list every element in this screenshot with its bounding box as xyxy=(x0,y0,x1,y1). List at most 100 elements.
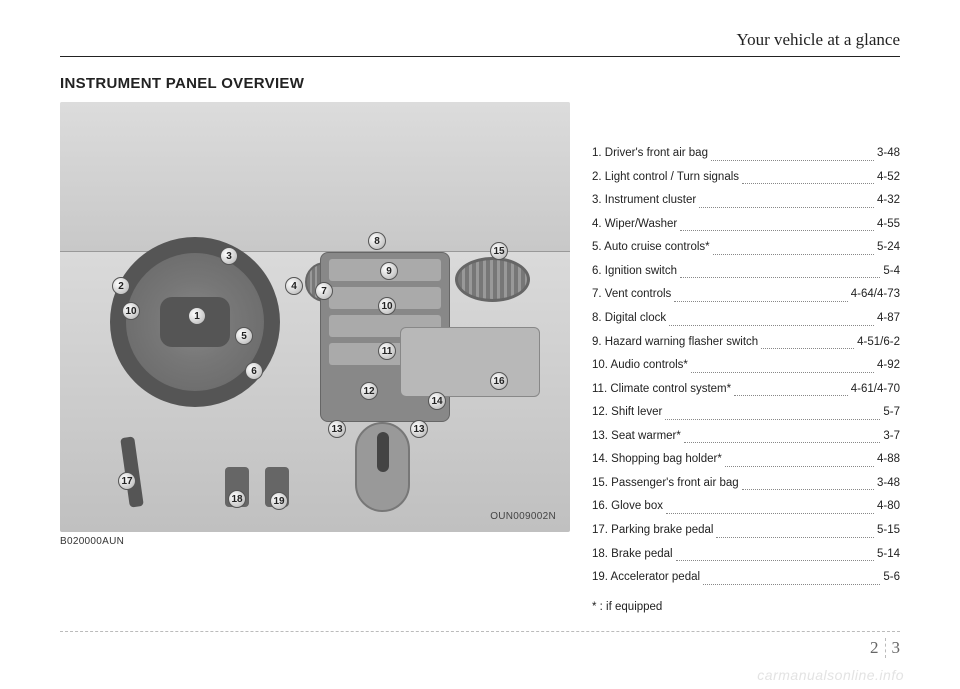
list-item: 9. Hazard warning flasher switch4-51/6-2 xyxy=(592,331,900,355)
item-label: 16. Glove box xyxy=(592,495,663,519)
leader-dots xyxy=(742,166,874,185)
item-page: 3-7 xyxy=(883,425,900,449)
callout-bubble: 4 xyxy=(285,277,303,295)
callout-bubble: 19 xyxy=(270,492,288,510)
list-item: 7. Vent controls 4-64/4-73 xyxy=(592,283,900,307)
leader-dots xyxy=(703,566,880,585)
list-item: 13. Seat warmer* 3-7 xyxy=(592,425,900,449)
callout-bubble: 17 xyxy=(118,472,136,490)
item-label: 9. Hazard warning flasher switch xyxy=(592,331,758,355)
leader-dots xyxy=(711,142,874,161)
item-label: 17. Parking brake pedal xyxy=(592,519,713,543)
list-item: 18. Brake pedal5-14 xyxy=(592,543,900,567)
figure-code-below: B020000AUN xyxy=(60,536,570,547)
item-page: 5-14 xyxy=(877,543,900,567)
dash-top-shape xyxy=(60,102,570,252)
list-item: 10. Audio controls* 4-92 xyxy=(592,354,900,378)
leader-dots xyxy=(734,378,848,397)
glovebox-shape xyxy=(400,327,540,397)
leader-dots xyxy=(665,401,880,420)
callout-bubble: 10 xyxy=(378,297,396,315)
leader-dots xyxy=(669,307,874,326)
item-page: 5-4 xyxy=(883,260,900,284)
leader-dots xyxy=(725,448,874,467)
item-page: 4-61/4-70 xyxy=(851,378,900,402)
callout-bubble: 13 xyxy=(328,420,346,438)
item-label: 6. Ignition switch xyxy=(592,260,677,284)
watermark: carmanualsonline.info xyxy=(757,667,904,683)
item-label: 5. Auto cruise controls* xyxy=(592,236,710,260)
item-page: 4-88 xyxy=(877,448,900,472)
leader-dots xyxy=(684,425,881,444)
list-item: 2. Light control / Turn signals4-52 xyxy=(592,166,900,190)
item-label: 1. Driver's front air bag xyxy=(592,142,708,166)
item-label: 8. Digital clock xyxy=(592,307,666,331)
list-item: 6. Ignition switch 5-4 xyxy=(592,260,900,284)
list-item: 1. Driver's front air bag3-48 xyxy=(592,142,900,166)
figure-column: OUN009002N 12345678910101112131314151617… xyxy=(60,102,570,619)
item-label: 13. Seat warmer* xyxy=(592,425,681,449)
item-page: 3-48 xyxy=(877,472,900,496)
item-page: 5-6 xyxy=(883,566,900,590)
item-page: 4-64/4-73 xyxy=(851,283,900,307)
list-item: 11. Climate control system* 4-61/4-70 xyxy=(592,378,900,402)
item-page: 4-55 xyxy=(877,213,900,237)
shifter-shape xyxy=(355,422,410,512)
item-page: 4-52 xyxy=(877,166,900,190)
callout-bubble: 10 xyxy=(122,302,140,320)
item-label: 11. Climate control system* xyxy=(592,378,731,402)
list-item: 14. Shopping bag holder* 4-88 xyxy=(592,448,900,472)
callout-bubble: 18 xyxy=(228,490,246,508)
callout-bubble: 12 xyxy=(360,382,378,400)
list-item: 15. Passenger's front air bag 3-48 xyxy=(592,472,900,496)
dashboard-figure: OUN009002N 12345678910101112131314151617… xyxy=(60,102,570,532)
leader-dots xyxy=(713,236,874,255)
item-page: 5-7 xyxy=(883,401,900,425)
callout-bubble: 15 xyxy=(490,242,508,260)
vent-right-shape xyxy=(455,257,530,302)
leader-dots xyxy=(676,543,874,562)
leader-dots xyxy=(691,354,874,373)
callout-bubble: 5 xyxy=(235,327,253,345)
callout-bubble: 7 xyxy=(315,282,333,300)
list-item: 8. Digital clock4-87 xyxy=(592,307,900,331)
callout-bubble: 16 xyxy=(490,372,508,390)
footer: 2 3 xyxy=(60,631,900,661)
callout-bubble: 11 xyxy=(378,342,396,360)
list-item: 17. Parking brake pedal 5-15 xyxy=(592,519,900,543)
list-item: 19. Accelerator pedal5-6 xyxy=(592,566,900,590)
item-label: 15. Passenger's front air bag xyxy=(592,472,739,496)
item-label: 12. Shift lever xyxy=(592,401,662,425)
item-label: 14. Shopping bag holder* xyxy=(592,448,722,472)
item-label: 3. Instrument cluster xyxy=(592,189,696,213)
callout-bubble: 6 xyxy=(245,362,263,380)
page-number-value: 3 xyxy=(892,638,901,658)
item-page: 5-15 xyxy=(877,519,900,543)
item-page: 5-24 xyxy=(877,236,900,260)
callout-bubble: 9 xyxy=(380,262,398,280)
callout-bubble: 2 xyxy=(112,277,130,295)
leader-dots xyxy=(674,283,847,302)
callout-bubble: 1 xyxy=(188,307,206,325)
item-label: 7. Vent controls xyxy=(592,283,671,307)
item-label: 4. Wiper/Washer xyxy=(592,213,677,237)
page: Your vehicle at a glance INSTRUMENT PANE… xyxy=(0,0,960,689)
list-item: 4. Wiper/Washer 4-55 xyxy=(592,213,900,237)
leader-dots xyxy=(761,331,854,350)
item-page: 4-92 xyxy=(877,354,900,378)
leader-dots xyxy=(680,260,880,279)
list-item: 12. Shift lever 5-7 xyxy=(592,401,900,425)
list-item: 16. Glove box4-80 xyxy=(592,495,900,519)
page-number: 2 3 xyxy=(870,638,900,658)
page-title: INSTRUMENT PANEL OVERVIEW xyxy=(60,75,900,92)
leader-dots xyxy=(680,213,874,232)
item-list: 1. Driver's front air bag3-482. Light co… xyxy=(592,102,900,619)
figure-code-inside: OUN009002N xyxy=(490,511,556,522)
item-page: 4-32 xyxy=(877,189,900,213)
callout-bubble: 13 xyxy=(410,420,428,438)
leader-dots xyxy=(666,495,874,514)
item-label: 10. Audio controls* xyxy=(592,354,688,378)
callout-bubble: 14 xyxy=(428,392,446,410)
section-title: Your vehicle at a glance xyxy=(60,30,900,56)
callout-bubble: 3 xyxy=(220,247,238,265)
